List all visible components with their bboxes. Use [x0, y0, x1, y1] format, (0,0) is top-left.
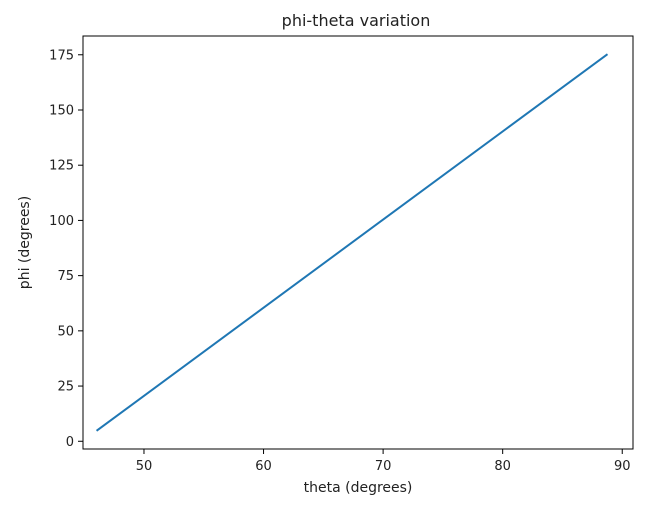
y-tick-label: 0	[66, 435, 74, 450]
x-tick-label: 50	[136, 459, 153, 474]
y-tick-label: 50	[57, 324, 74, 339]
x-tick-label: 70	[375, 459, 392, 474]
chart-title: phi-theta variation	[282, 11, 431, 30]
y-tick-label: 125	[49, 159, 74, 174]
x-tick-label: 90	[614, 459, 631, 474]
y-tick-label: 150	[49, 103, 74, 118]
y-tick-label: 25	[57, 380, 74, 395]
series-layer	[95, 53, 609, 432]
axes-background	[83, 36, 633, 449]
x-tick-label: 80	[494, 459, 511, 474]
y-tick-label: 100	[49, 214, 74, 229]
y-tick-label: 175	[49, 48, 74, 63]
y-axis-label: phi (degrees)	[17, 196, 33, 289]
plot-area: 50 60 70 80 90 0 25 50 75 100 125 150 175	[49, 35, 634, 474]
y-tick-label: 75	[57, 269, 74, 284]
series-line-0	[95, 53, 609, 432]
x-tick-label: 60	[255, 459, 272, 474]
axes-frame	[82, 35, 634, 450]
x-axis-ticks: 50 60 70 80 90	[136, 449, 631, 474]
x-axis-label: theta (degrees)	[304, 480, 413, 496]
y-axis-ticks: 0 25 50 75 100 125 150 175	[49, 48, 83, 450]
